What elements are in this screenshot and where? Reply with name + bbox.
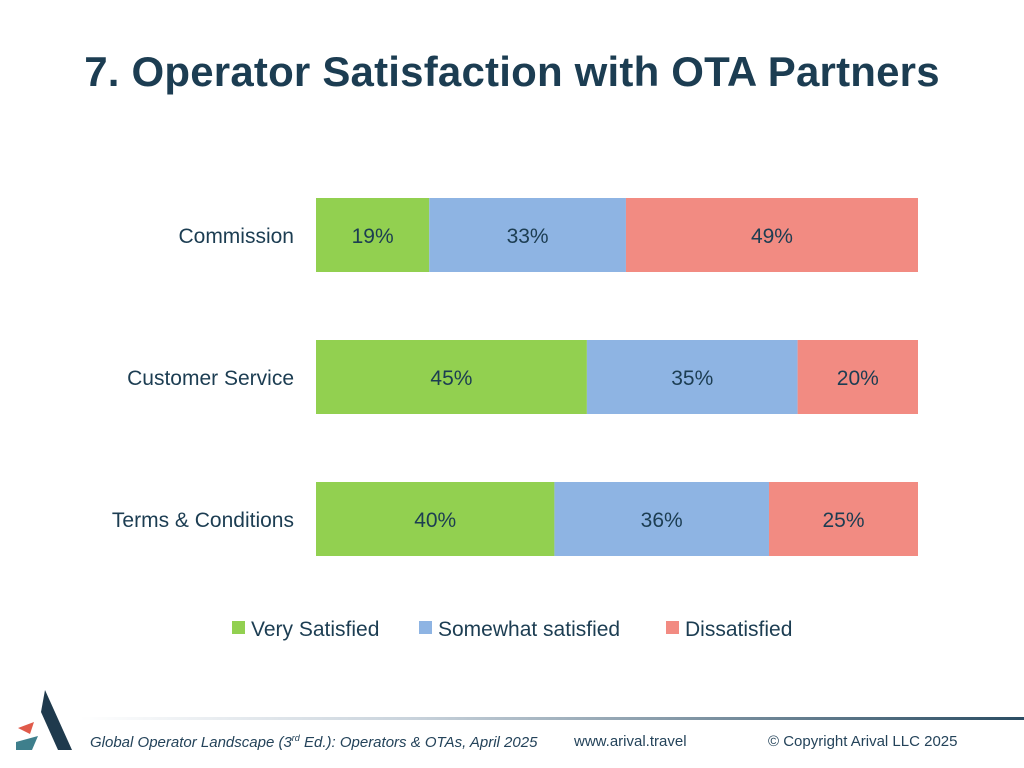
data-label: 49%: [751, 225, 793, 248]
legend-label: Somewhat satisfied: [438, 618, 620, 641]
bar-segment: [625, 198, 918, 272]
footer-source-rest: Operators & OTAs, April 2025: [335, 734, 538, 751]
bar-segment: [797, 340, 918, 414]
bar-segment: [316, 340, 587, 414]
legend-label: Very Satisfied: [251, 618, 379, 641]
data-label: 40%: [414, 509, 456, 532]
data-label: 35%: [671, 367, 713, 390]
stacked-bar-chart: Commission 19% 33% 49% Customer Service 45% 35…: [112, 198, 918, 641]
page-title: 7. Operator Satisfaction with OTA Partne…: [84, 48, 940, 95]
bar-segment: [429, 198, 626, 272]
legend-swatch: [232, 621, 245, 634]
bar-segment: [586, 340, 798, 414]
footer-divider: [80, 717, 1024, 720]
bar-segment: [316, 198, 430, 272]
legend-swatch: [419, 621, 432, 634]
bar-segment: [316, 482, 555, 556]
footer-copyright: © Copyright Arival LLC 2025: [768, 733, 958, 750]
category-label: Customer Service: [127, 367, 294, 390]
bar-segment: [768, 482, 918, 556]
footer-source-title-end: Ed.):: [299, 734, 336, 751]
bar-segment: [554, 482, 769, 556]
footer-source-title: Global Operator Landscape (3: [90, 734, 292, 751]
data-label: 33%: [507, 225, 549, 248]
legend-label: Dissatisfied: [685, 618, 792, 641]
category-label: Commission: [178, 225, 294, 248]
legend-swatch: [666, 621, 679, 634]
data-label: 25%: [822, 509, 864, 532]
data-label: 45%: [430, 367, 472, 390]
data-label: 19%: [352, 225, 394, 248]
footer-source: Global Operator Landscape (3rd Ed.): Ope…: [90, 733, 537, 751]
data-label: 20%: [837, 367, 879, 390]
footer-website[interactable]: www.arival.travel: [574, 733, 687, 750]
category-label: Terms & Conditions: [112, 509, 294, 532]
data-label: 36%: [641, 509, 683, 532]
arival-logo-icon: [16, 690, 72, 750]
footer-source-sup: rd: [291, 733, 300, 743]
